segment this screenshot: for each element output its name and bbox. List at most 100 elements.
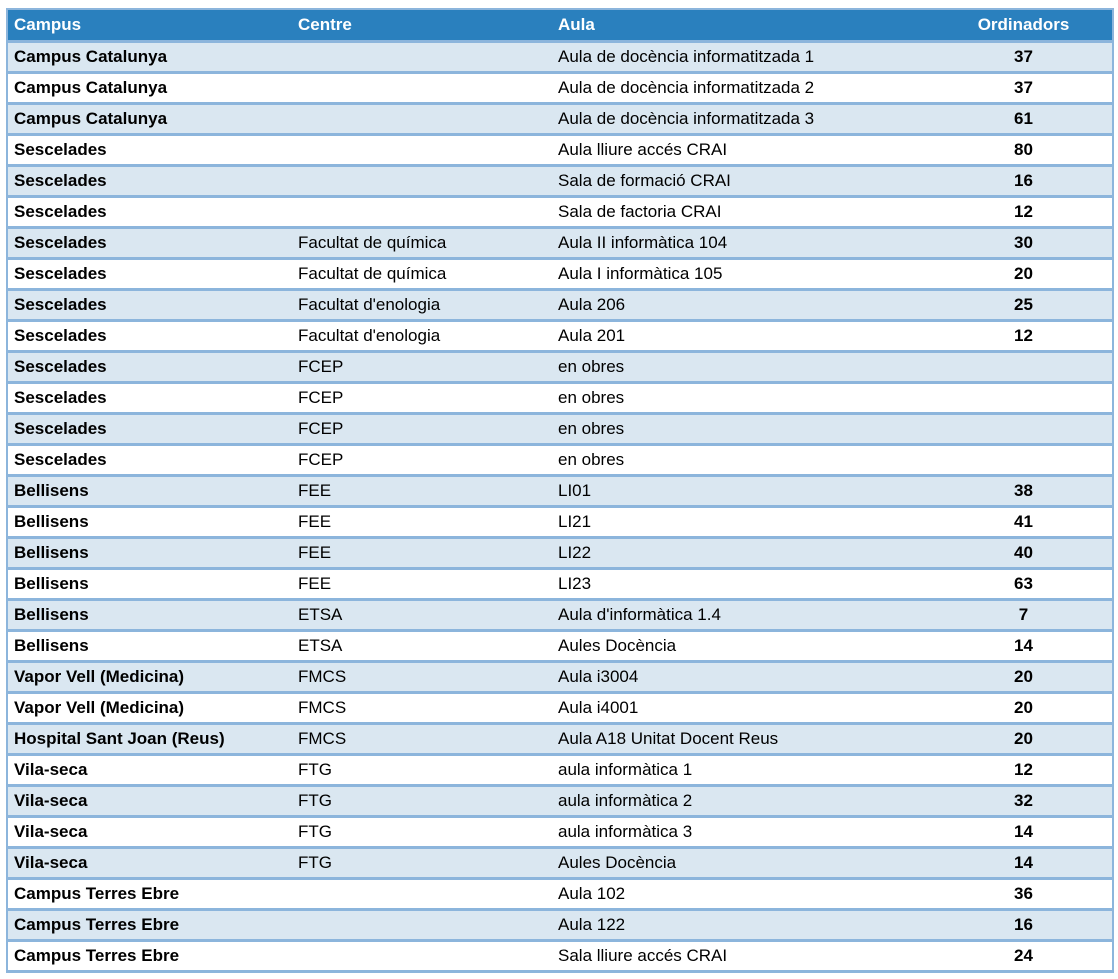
table-row: Sescelades Aula lliure accés CRAI 80 [7, 134, 1113, 167]
table-cell-aula: aula informàtica 2 [552, 785, 935, 818]
table-cell-aula: aula informàtica 3 [552, 816, 935, 849]
table-cell-centre: FCEP [292, 382, 552, 415]
table-cell-aula: LI23 [552, 568, 935, 601]
table-cell-centre [292, 134, 552, 167]
table-row: Sescelades FCEP en obres [7, 413, 1113, 446]
table-cell-campus: Sescelades [7, 227, 292, 260]
table-cell-campus: Bellisens [7, 475, 292, 508]
table-row: Campus Terres Ebre Sala lliure accés CRAI… [7, 940, 1113, 973]
table-cell-ordinadors: 7 [935, 599, 1113, 632]
table-cell-campus: Bellisens [7, 537, 292, 570]
table-row: Campus Catalunya Aula de docència informa… [7, 103, 1113, 136]
table-cell-centre: FEE [292, 537, 552, 570]
column-header-campus: Campus [7, 9, 292, 43]
table-row: Sescelades Sala de factoria CRAI 12 [7, 196, 1113, 229]
table-cell-aula: Aula A18 Unitat Docent Reus [552, 723, 935, 756]
table-row: Sescelades FCEP en obres [7, 382, 1113, 415]
table-row: Vila-seca FTG aula informàtica 2 32 [7, 785, 1113, 818]
table-cell-centre: FCEP [292, 351, 552, 384]
table-cell-ordinadors [935, 351, 1113, 384]
table-cell-ordinadors [935, 413, 1113, 446]
table-cell-ordinadors: 80 [935, 134, 1113, 167]
table-cell-centre: FEE [292, 506, 552, 539]
table-cell-centre [292, 103, 552, 136]
table-cell-campus: Bellisens [7, 506, 292, 539]
table-cell-centre: FTG [292, 754, 552, 787]
table-cell-aula: Aula i4001 [552, 692, 935, 725]
table-cell-campus: Bellisens [7, 599, 292, 632]
table-cell-aula: Aules Docència [552, 847, 935, 880]
table-cell-centre: FTG [292, 847, 552, 880]
table-cell-aula: Aula 122 [552, 909, 935, 942]
table-cell-aula: en obres [552, 351, 935, 384]
table-row: Bellisens FEE LI21 41 [7, 506, 1113, 539]
table-cell-campus: Campus Terres Ebre [7, 909, 292, 942]
table-row: Sescelades Facultat d'enologia Aula 206 25 [7, 289, 1113, 322]
table-cell-campus: Bellisens [7, 568, 292, 601]
table-row: Sescelades Sala de formació CRAI 16 [7, 165, 1113, 198]
table-cell-aula: LI21 [552, 506, 935, 539]
table-body: Campus Catalunya Aula de docència informa… [7, 41, 1113, 973]
table-cell-aula: Aula d'informàtica 1.4 [552, 599, 935, 632]
table-cell-ordinadors: 25 [935, 289, 1113, 322]
table-cell-aula: Sala lliure accés CRAI [552, 940, 935, 973]
table-cell-ordinadors: 20 [935, 661, 1113, 694]
table-header-row: Campus Centre Aula Ordinadors [7, 9, 1113, 43]
table-cell-ordinadors: 14 [935, 630, 1113, 663]
table-cell-ordinadors: 16 [935, 165, 1113, 198]
table-cell-campus: Sescelades [7, 444, 292, 477]
table-cell-centre: Facultat d'enologia [292, 289, 552, 322]
table-cell-centre: FMCS [292, 661, 552, 694]
table-cell-campus: Sescelades [7, 413, 292, 446]
table-cell-campus: Sescelades [7, 165, 292, 198]
table-cell-ordinadors: 12 [935, 754, 1113, 787]
column-header-centre: Centre [292, 9, 552, 43]
table-cell-aula: Aula lliure accés CRAI [552, 134, 935, 167]
table-cell-campus: Sescelades [7, 351, 292, 384]
table-row: Campus Terres Ebre Aula 102 36 [7, 878, 1113, 911]
table-cell-centre: ETSA [292, 599, 552, 632]
table-cell-centre [292, 165, 552, 198]
table-cell-ordinadors: 37 [935, 41, 1113, 74]
table-cell-campus: Sescelades [7, 382, 292, 415]
table-row: Vila-seca FTG aula informàtica 3 14 [7, 816, 1113, 849]
column-header-aula: Aula [552, 9, 935, 43]
table-cell-campus: Campus Catalunya [7, 72, 292, 105]
table-cell-centre: FCEP [292, 413, 552, 446]
table-cell-centre [292, 909, 552, 942]
computer-rooms-table: Campus Centre Aula Ordinadors Campus Cat… [6, 8, 1114, 973]
table-cell-campus: Campus Catalunya [7, 41, 292, 74]
table-cell-ordinadors: 38 [935, 475, 1113, 508]
table-cell-aula: Aula 201 [552, 320, 935, 353]
column-header-ordinadors: Ordinadors [935, 9, 1113, 43]
table-cell-campus: Campus Terres Ebre [7, 878, 292, 911]
table-cell-ordinadors: 63 [935, 568, 1113, 601]
table-cell-centre [292, 72, 552, 105]
table-cell-ordinadors: 37 [935, 72, 1113, 105]
table-cell-centre [292, 940, 552, 973]
table-cell-campus: Sescelades [7, 196, 292, 229]
table-row: Vapor Vell (Medicina) FMCS Aula i3004 20 [7, 661, 1113, 694]
table-cell-ordinadors: 30 [935, 227, 1113, 260]
table-cell-ordinadors: 14 [935, 816, 1113, 849]
table-cell-aula: Aula 102 [552, 878, 935, 911]
table-cell-campus: Sescelades [7, 289, 292, 322]
table-cell-campus: Sescelades [7, 134, 292, 167]
table-row: Sescelades Facultat de química Aula I info… [7, 258, 1113, 291]
table-cell-campus: Campus Terres Ebre [7, 940, 292, 973]
table-cell-aula: Aula I informàtica 105 [552, 258, 935, 291]
table-cell-centre: Facultat de química [292, 258, 552, 291]
table-row: Bellisens FEE LI22 40 [7, 537, 1113, 570]
table-cell-centre: ETSA [292, 630, 552, 663]
table-cell-centre [292, 196, 552, 229]
table-row: Hospital Sant Joan (Reus) FMCS Aula A18 Un… [7, 723, 1113, 756]
table-cell-ordinadors: 36 [935, 878, 1113, 911]
table-cell-centre: FMCS [292, 692, 552, 725]
table-row: Campus Catalunya Aula de docència informa… [7, 72, 1113, 105]
table-cell-aula: Aules Docència [552, 630, 935, 663]
table-cell-ordinadors: 41 [935, 506, 1113, 539]
table-cell-centre: Facultat d'enologia [292, 320, 552, 353]
table-cell-campus: Vapor Vell (Medicina) [7, 692, 292, 725]
table-row: Vapor Vell (Medicina) FMCS Aula i4001 20 [7, 692, 1113, 725]
